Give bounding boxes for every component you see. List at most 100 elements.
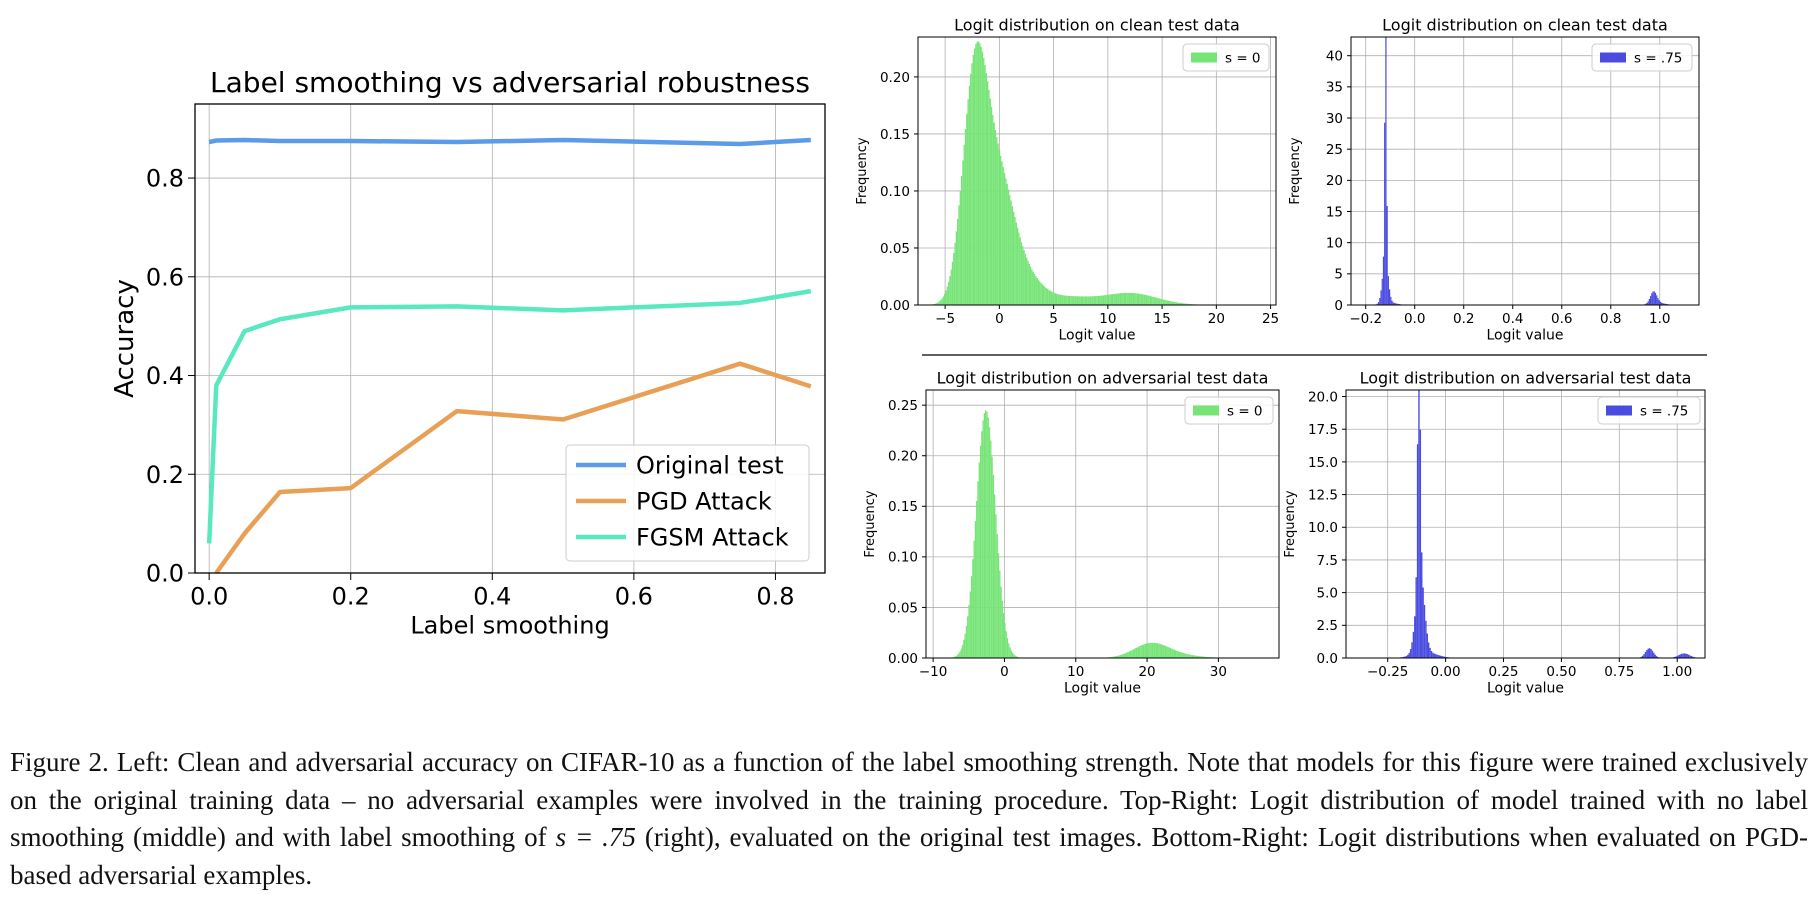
caption-text-1: Figure 2. Left: Clean and adversarial ac…: [10, 747, 1808, 852]
histogram-bar: [1657, 298, 1659, 305]
histogram-bar: [981, 431, 983, 658]
histogram-bar: [1016, 227, 1019, 305]
histogram-bar: [1680, 653, 1683, 658]
y-tick-label: 20: [1326, 173, 1343, 189]
histogram-bar: [1152, 296, 1154, 305]
histogram-bar: [1390, 296, 1392, 305]
histogram-bar: [1654, 292, 1657, 305]
histogram-bar: [1008, 643, 1010, 658]
histogram-bar: [1443, 656, 1445, 658]
histogram-bar: [1123, 292, 1125, 305]
histogram-bar: [1110, 294, 1112, 305]
histogram-bar: [1656, 295, 1658, 305]
histogram-bar: [1647, 648, 1649, 658]
histogram-bar: [1437, 655, 1440, 658]
histogram-bar: [1105, 295, 1107, 305]
histogram-bar: [1072, 296, 1075, 305]
caption-text-2: (right), evaluated on the original test …: [10, 822, 1808, 890]
histogram-bar: [1022, 246, 1024, 305]
histogram-bar: [1145, 295, 1148, 305]
histogram-bar: [958, 205, 960, 305]
histogram-bar: [1433, 653, 1435, 658]
histogram-bar: [1180, 303, 1183, 305]
histogram-bar: [1033, 273, 1036, 305]
histogram-bar: [1183, 303, 1185, 305]
histogram-bar: [960, 648, 962, 658]
histogram-bars-1: [931, 41, 1201, 306]
histogram-bar: [1121, 293, 1123, 305]
histogram-bar: [934, 303, 937, 305]
histogram-bar: [941, 298, 943, 305]
histogram-bar: [1019, 237, 1021, 305]
histogram-bars-1: [1374, 37, 1671, 305]
x-tick-label: 0.6: [1551, 311, 1572, 327]
histogram-bar: [1024, 254, 1027, 305]
y-tick-label: 0.20: [888, 449, 918, 465]
histogram-bar: [959, 191, 961, 305]
histogram-bar: [1184, 303, 1187, 305]
histogram-bar: [1155, 643, 1158, 658]
series-line-2: [214, 361, 812, 575]
histogram-bar: [1386, 206, 1388, 305]
histogram-bar: [1421, 552, 1423, 658]
histogram-bar: [1123, 653, 1125, 658]
histogram-bar: [1131, 292, 1133, 305]
x-axis-label: Logit value: [1487, 681, 1564, 697]
histogram-bar: [1204, 656, 1206, 658]
histogram-bar: [946, 286, 948, 305]
histogram-bar: [976, 41, 978, 305]
histogram-bar: [964, 633, 966, 658]
histogram-bar: [1028, 263, 1030, 305]
histogram-bar: [1434, 654, 1437, 658]
histogram-bar: [1135, 648, 1137, 658]
histogram-bar: [1084, 296, 1086, 305]
histogram-bar: [1175, 302, 1178, 305]
histogram-bar: [1648, 648, 1651, 658]
histogram-bar: [968, 604, 970, 658]
histogram-bar: [1148, 643, 1150, 658]
chart-1: 0.0 0.2 0.4 0.6 0.8 0.0 0.2 0.4 0.6 0.8 Label smoo…: [110, 66, 826, 639]
histogram-bar: [1396, 303, 1398, 305]
y-tick-label: 0.05: [880, 241, 910, 257]
legend-label: s = .75: [1640, 403, 1688, 419]
histogram-bar: [1141, 294, 1144, 305]
histogram-bar: [1039, 281, 1041, 305]
histogram-bar: [1004, 622, 1006, 658]
histogram-bar: [1115, 656, 1118, 658]
y-tick-label: 10: [1326, 236, 1343, 252]
histogram-bar: [973, 48, 976, 305]
histogram-bar: [1133, 648, 1136, 658]
y-axis-label: Frequency: [1288, 137, 1303, 204]
histogram-bar: [990, 440, 992, 658]
histogram-bar: [1001, 161, 1003, 305]
histogram-bar: [1663, 303, 1665, 305]
y-tick-label: 0.00: [888, 651, 918, 667]
histogram-bar: [1007, 189, 1010, 305]
histogram-bar: [1026, 257, 1028, 305]
histogram-bar: [958, 653, 960, 658]
x-tick-label: 1.0: [1649, 311, 1670, 327]
histogram-bar: [967, 616, 969, 658]
histogram-bar: [1177, 651, 1179, 658]
histogram-bar: [1419, 429, 1422, 658]
histogram-bar: [992, 474, 995, 658]
histogram-bar: [960, 176, 963, 305]
histogram-bar: [1185, 653, 1187, 658]
histogram-bar: [966, 113, 968, 305]
histogram-bar: [1196, 655, 1199, 658]
histogram-bar: [1379, 298, 1381, 305]
histogram-bar: [944, 293, 946, 305]
histogram-bar: [1135, 293, 1137, 305]
histogram-bar: [1205, 656, 1208, 658]
histogram-bar: [1687, 654, 1690, 658]
histogram-bar: [1048, 289, 1050, 305]
histogram-bar: [1207, 656, 1209, 658]
histogram-bar: [1154, 297, 1157, 305]
legend-label-3: FGSM Attack: [636, 523, 789, 551]
histogram-bar: [961, 644, 964, 658]
histogram-bar: [1665, 303, 1668, 305]
histogram-bar: [996, 534, 998, 658]
histogram-bar: [1144, 644, 1146, 658]
histogram-bar: [1426, 633, 1428, 658]
histogram-bar: [1118, 655, 1120, 658]
